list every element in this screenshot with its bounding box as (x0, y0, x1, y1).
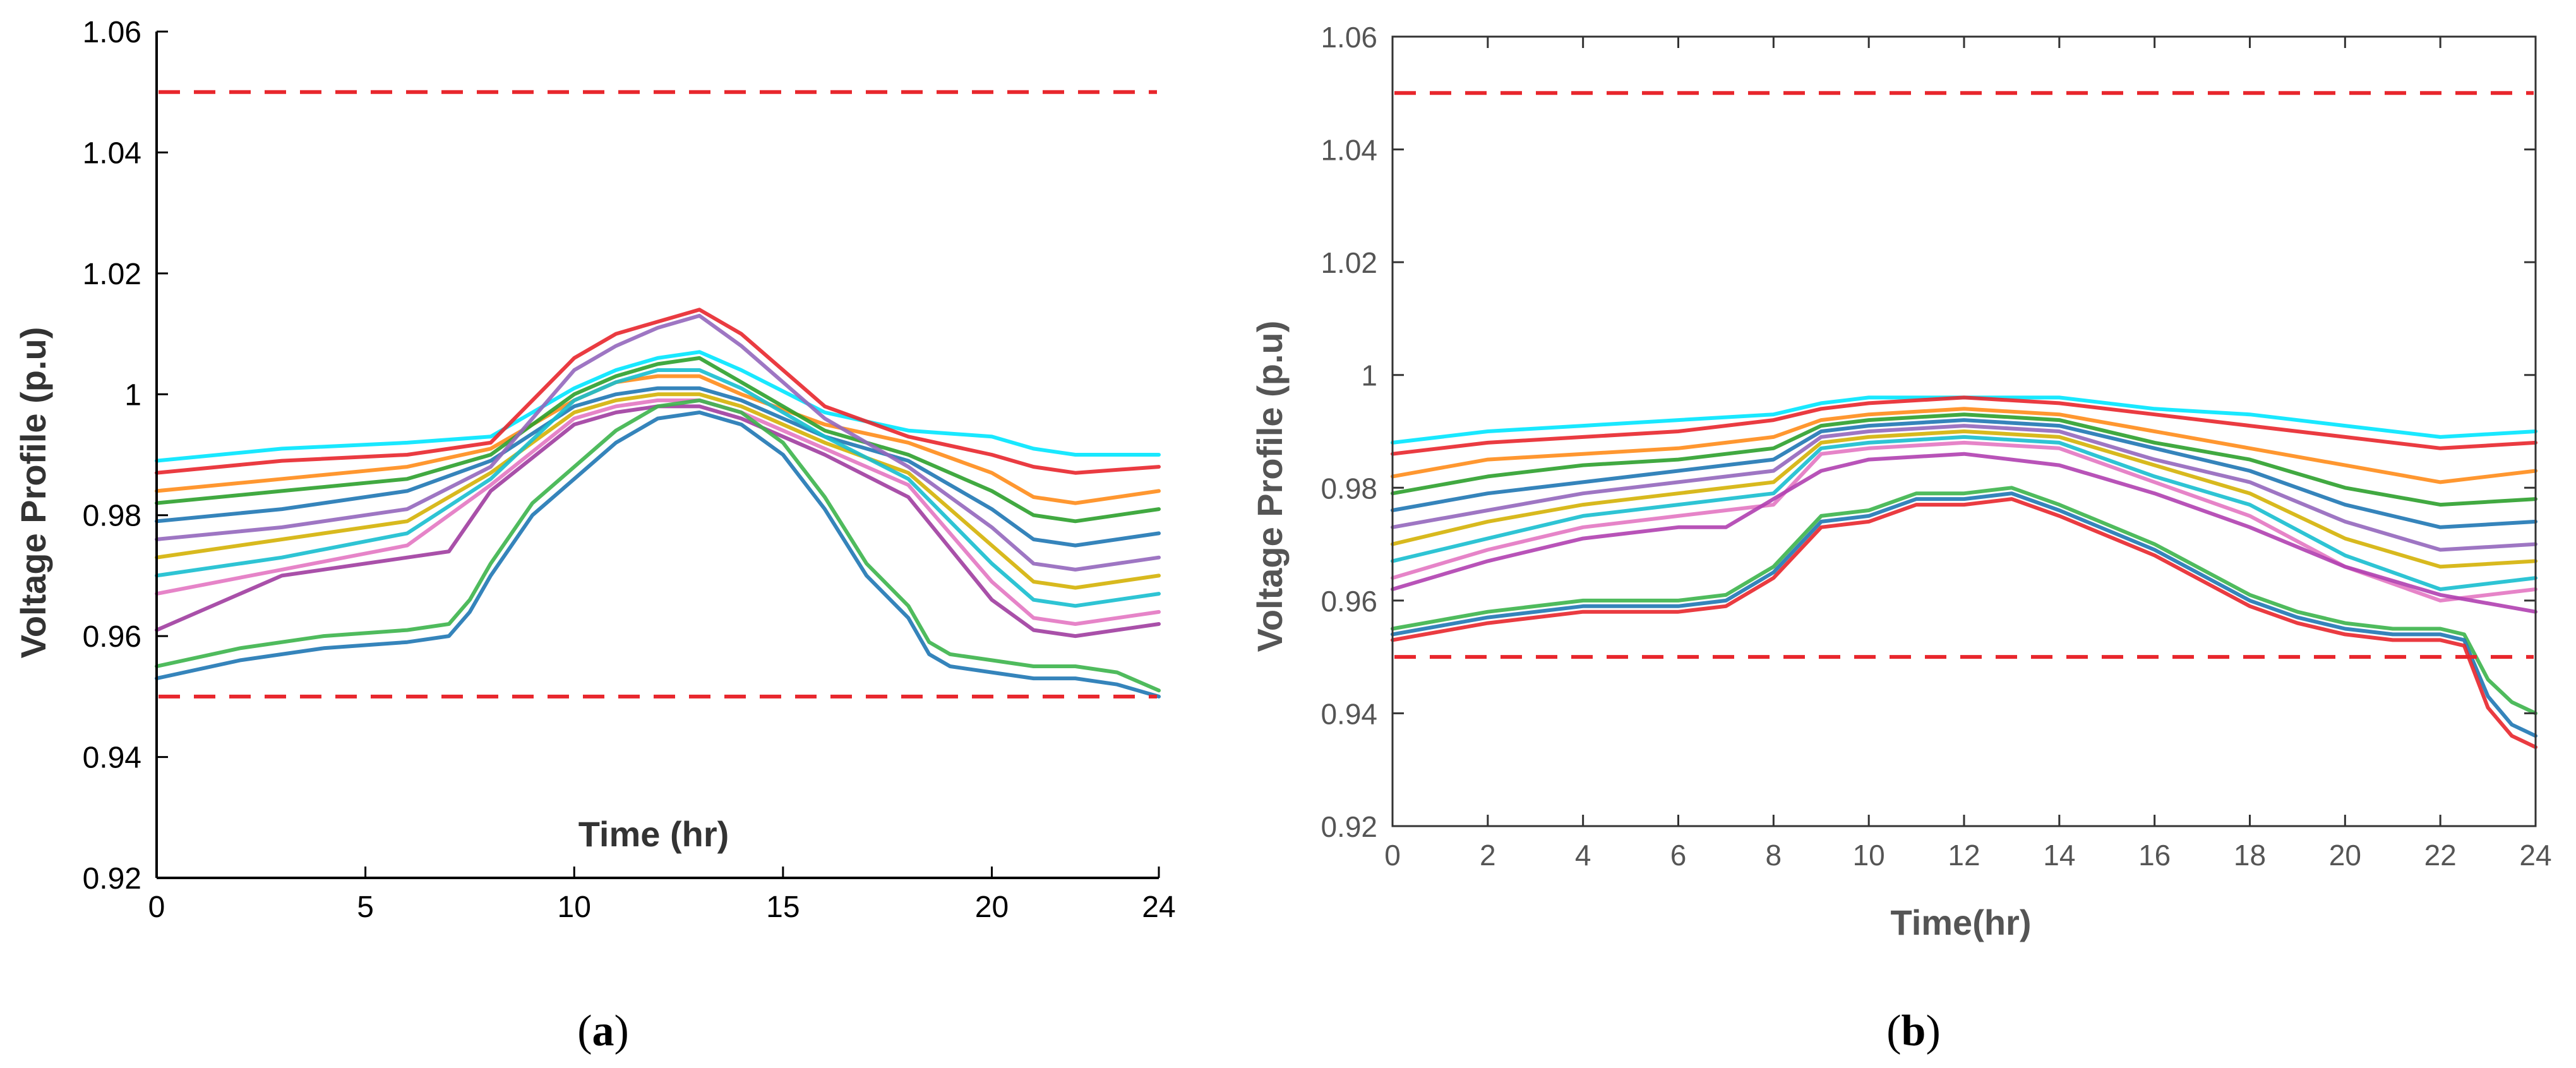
y-tick-label-b-4: 1 (1361, 359, 1377, 392)
x-tick-label-a-4: 20 (975, 891, 1009, 924)
y-tick-label-b-3: 0.98 (1321, 472, 1377, 505)
series-line-b-9 (1391, 452, 2537, 614)
axes-a: 0.92 0.94 0.96 0.98 1 1.02 1.04 1.06 0 5 10 15 20 24 (83, 16, 1176, 924)
y-tick-label-b-6: 1.04 (1321, 134, 1377, 167)
series-line-b-10 (1391, 486, 2537, 716)
x-tick-label-b-8: 16 (2138, 839, 2171, 872)
caption-a: (a) (577, 1007, 629, 1055)
series-line-a-1 (155, 308, 1161, 475)
y-tick-label-a-0: 0.92 (83, 862, 141, 896)
x-tick-label-b-10: 20 (2329, 839, 2361, 872)
x-tick-label-b-9: 18 (2234, 839, 2266, 872)
series-line-b-7 (1391, 435, 2537, 591)
series-line-a-7 (155, 368, 1161, 608)
series-line-b-6 (1391, 429, 2537, 569)
y-tick-label-b-7: 1.06 (1321, 21, 1377, 54)
x-tick-label-a-0: 0 (148, 891, 165, 924)
series-line-a-2 (155, 374, 1161, 505)
y-tick-label-a-3: 0.98 (83, 500, 141, 533)
series-line-a-0 (155, 350, 1161, 463)
series-line-b-5 (1391, 424, 2537, 552)
series-line-b-11 (1391, 491, 2537, 738)
x-tick-label-a-5: 24 (1142, 891, 1175, 924)
y-tick-label-a-6: 1.04 (83, 136, 141, 170)
series-line-a-9 (155, 404, 1161, 639)
series-line-a-10 (155, 398, 1161, 693)
series-line-b-1 (1391, 395, 2537, 456)
series-line-a-3 (155, 356, 1161, 524)
y-tick-label-b-5: 1.02 (1321, 246, 1377, 279)
x-tick-label-b-12: 24 (2519, 839, 2551, 872)
series-layer-a (155, 308, 1161, 699)
x-tick-label-b-7: 14 (2043, 839, 2075, 872)
y-tick-label-b-0: 0.92 (1321, 810, 1377, 843)
x-tick-label-b-2: 4 (1575, 839, 1591, 872)
y-tick-label-a-1: 0.94 (83, 741, 141, 775)
y-tick-label-a-2: 0.96 (83, 620, 141, 654)
x-tick-label-b-0: 0 (1384, 839, 1401, 872)
series-line-a-8 (155, 398, 1161, 626)
series-line-a-11 (155, 411, 1161, 699)
x-tick-label-a-2: 10 (558, 891, 591, 924)
y-tick-label-b-2: 0.96 (1321, 585, 1377, 618)
x-tick-label-b-5: 10 (1853, 839, 1885, 872)
x-tick-label-a-3: 15 (766, 891, 800, 924)
x-tick-label-b-11: 22 (2424, 839, 2457, 872)
y-tick-label-a-5: 1.02 (83, 258, 141, 291)
limit-lines-b (1394, 91, 2534, 659)
series-line-b-4 (1391, 418, 2537, 529)
x-tick-label-b-6: 12 (1948, 839, 1980, 872)
series-line-b-3 (1391, 412, 2537, 507)
series-line-b-12 (1391, 497, 2537, 749)
x-tick-label-a-1: 5 (357, 891, 374, 924)
series-layer-b (1391, 395, 2537, 749)
y-tick-label-b-1: 0.94 (1321, 697, 1377, 730)
caption-b: (b) (1886, 1007, 1941, 1055)
y-axis-label-b: Voltage Profile (p.u) (1250, 321, 1290, 652)
caption-letter-b: b (1902, 1007, 1926, 1055)
y-tick-label-a-7: 1.06 (83, 16, 141, 49)
limit-lines-a (159, 90, 1157, 699)
series-line-b-0 (1391, 395, 2537, 445)
series-line-a-6 (155, 392, 1161, 590)
x-tick-label-b-1: 2 (1480, 839, 1496, 872)
series-line-b-2 (1391, 407, 2537, 484)
x-tick-label-b-3: 6 (1670, 839, 1687, 872)
y-axis-label-a: Voltage Profile (p.u) (13, 327, 53, 659)
x-axis-label-a: Time (hr) (578, 814, 729, 854)
x-axis-label-b: Time(hr) (1891, 903, 2032, 942)
y-tick-label-a-4: 1 (124, 378, 141, 412)
x-tick-label-b-4: 8 (1766, 839, 1782, 872)
series-line-a-4 (155, 386, 1161, 548)
series-line-a-5 (155, 313, 1161, 572)
caption-letter-a: a (592, 1007, 614, 1055)
